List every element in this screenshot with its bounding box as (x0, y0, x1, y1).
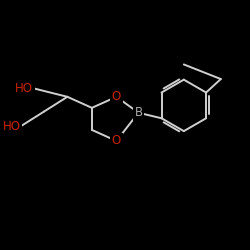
Text: HO: HO (15, 82, 33, 95)
Text: O: O (112, 134, 121, 147)
Text: O: O (112, 90, 121, 103)
Text: HO: HO (3, 120, 21, 133)
Text: B: B (134, 106, 142, 119)
